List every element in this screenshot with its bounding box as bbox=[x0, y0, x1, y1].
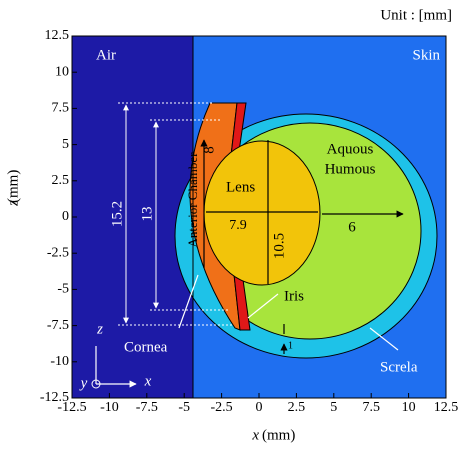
x-tick-label: 0 bbox=[256, 400, 263, 415]
aqueous-label: Humous bbox=[325, 161, 376, 177]
x-tick-label: -2.5 bbox=[211, 400, 233, 415]
dim-label: 1 bbox=[288, 340, 293, 351]
x-tick-label: -5 bbox=[178, 400, 190, 415]
aqueous-label: Aquous bbox=[327, 141, 374, 157]
lens bbox=[204, 141, 320, 285]
sclera-label: Screla bbox=[380, 359, 418, 375]
x-tick-label: 7.5 bbox=[362, 400, 380, 415]
x-tick-label: -7.5 bbox=[136, 400, 158, 415]
y-tick-label: 0 bbox=[62, 209, 69, 224]
y-tick-label: -5 bbox=[57, 282, 69, 297]
dim-label: 6 bbox=[348, 219, 356, 235]
x-tick-label: 2.5 bbox=[288, 400, 306, 415]
dim-label: 10.5 bbox=[271, 233, 287, 259]
dim-label: 15.2 bbox=[109, 201, 125, 227]
air-label: Air bbox=[96, 47, 116, 63]
x-label-var: x bbox=[251, 427, 259, 443]
x-tick-label: 5 bbox=[330, 400, 337, 415]
iris-label: Iris bbox=[284, 288, 304, 304]
y-tick-label: 10 bbox=[55, 64, 69, 79]
coord-label: y bbox=[79, 375, 88, 391]
dim-label: 13 bbox=[139, 207, 155, 222]
coord-label: z bbox=[96, 321, 103, 337]
y-label-unit: (mm) bbox=[5, 170, 21, 203]
dim-label: 7.9 bbox=[229, 218, 247, 233]
chamber-label: Anterior Chamber bbox=[185, 152, 200, 248]
y-tick-label: 12.5 bbox=[45, 28, 70, 43]
y-tick-label: 7.5 bbox=[52, 101, 70, 116]
x-tick-label: -10 bbox=[100, 400, 119, 415]
y-tick-label: -2.5 bbox=[47, 245, 69, 260]
y-tick-label: -12.5 bbox=[40, 390, 69, 405]
unit: Unit : [mm] bbox=[380, 7, 452, 23]
y-tick-label: 2.5 bbox=[52, 173, 70, 188]
y-tick-label: -10 bbox=[50, 354, 69, 369]
dim-label: 8 bbox=[201, 146, 217, 154]
y-tick-label: -7.5 bbox=[47, 318, 69, 333]
x-tick-label: 10 bbox=[402, 400, 416, 415]
lens-label: Lens bbox=[226, 179, 255, 195]
y-tick-label: 5 bbox=[62, 137, 69, 152]
cornea-label: Cornea bbox=[124, 339, 168, 355]
x-tick-label: 12.5 bbox=[434, 400, 459, 415]
skin-label: Skin bbox=[412, 47, 440, 63]
figure: Unit : [mm] Air Skin Lens Aquous Humous … bbox=[0, 0, 461, 448]
coord-label: x bbox=[144, 373, 152, 389]
x-label-unit: (mm) bbox=[262, 427, 295, 443]
